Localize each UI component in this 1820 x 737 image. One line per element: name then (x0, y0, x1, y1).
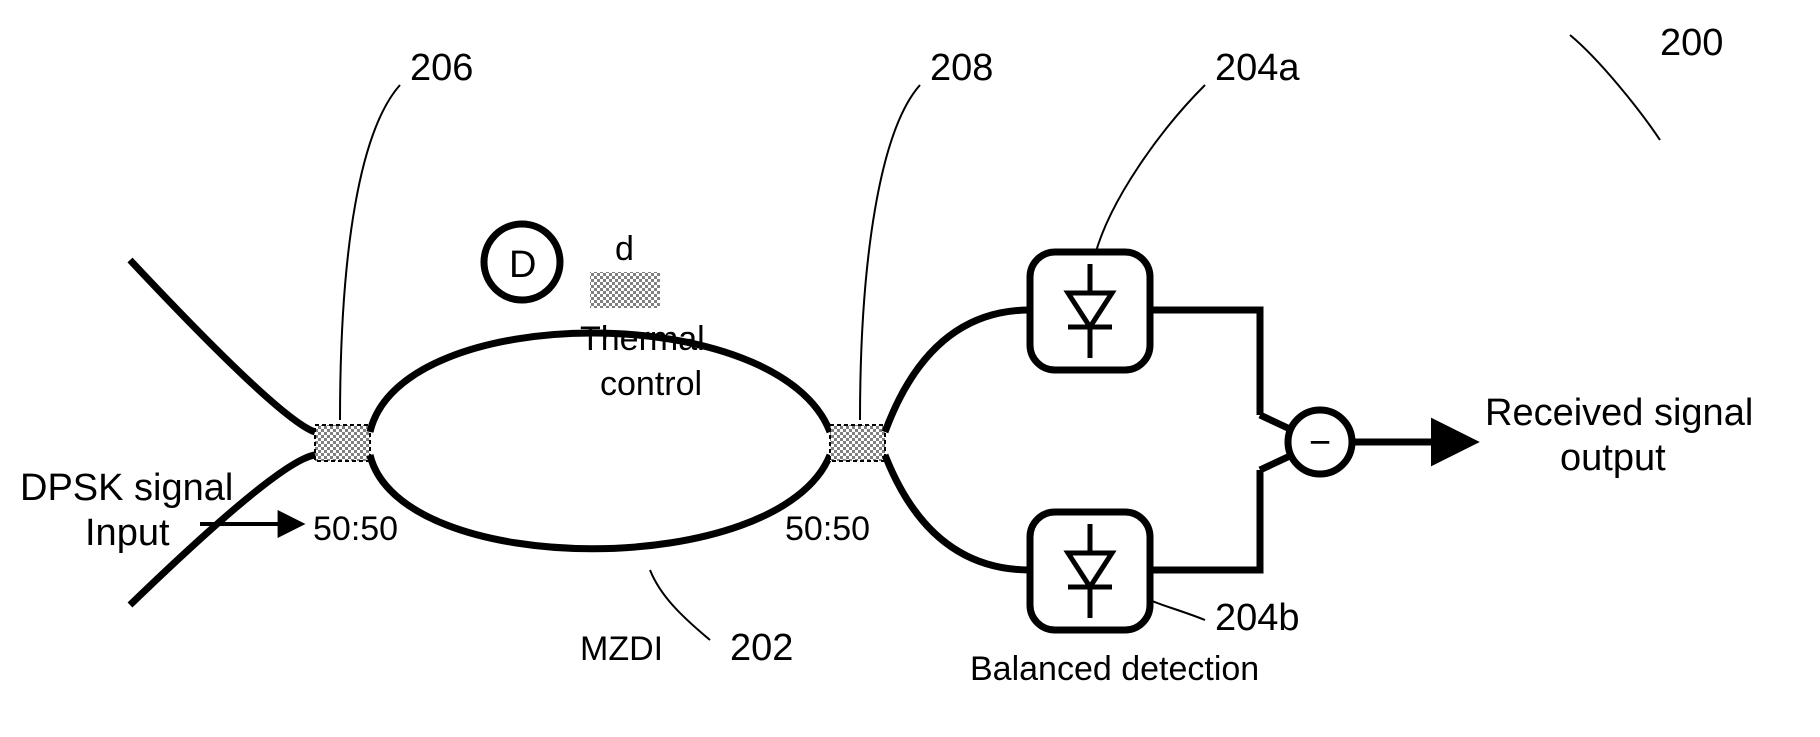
thermal-label-1: Thermal (580, 320, 705, 358)
output-lower-fiber (885, 455, 1030, 570)
leader-200 (1570, 35, 1660, 140)
wire-top (1150, 310, 1260, 415)
wire-join-bottom (1260, 455, 1292, 470)
wire-join-top (1260, 415, 1292, 430)
coupler-right (830, 425, 885, 461)
leader-206 (340, 85, 400, 420)
ref-200: 200 (1660, 22, 1723, 64)
wire-bottom (1150, 470, 1260, 570)
balanced-label: Balanced detection (970, 650, 1259, 688)
input-label-1: DPSK signal (20, 467, 233, 509)
leader-208 (860, 85, 920, 420)
leader-204a (1095, 85, 1205, 255)
photodiode-bottom (1030, 512, 1150, 630)
output-label-1: Received signal (1485, 392, 1753, 434)
ref-208: 208 (930, 47, 993, 89)
ref-204b: 204b (1215, 597, 1300, 639)
ref-204a: 204a (1215, 47, 1300, 89)
leader-204b (1150, 600, 1205, 620)
thermal-label-2: control (600, 365, 702, 403)
photodiode-top (1030, 252, 1150, 370)
ratio-right: 50:50 (785, 510, 870, 548)
ring-d-label: D (509, 244, 536, 286)
thermal-d-label: d (615, 230, 634, 268)
thermal-control-patch (590, 272, 660, 308)
ref-206: 206 (410, 47, 473, 89)
ref-202: 202 (730, 627, 793, 669)
mzdi-label: MZDI (580, 630, 663, 668)
ratio-left: 50:50 (313, 510, 398, 548)
subtractor-label: − (1309, 422, 1331, 464)
input-upper-fiber (130, 260, 315, 432)
input-label-2: Input (85, 512, 170, 554)
mz-lower-arm (370, 455, 830, 549)
output-label-2: output (1560, 437, 1666, 479)
coupler-left (315, 425, 370, 461)
output-upper-fiber (885, 310, 1030, 432)
